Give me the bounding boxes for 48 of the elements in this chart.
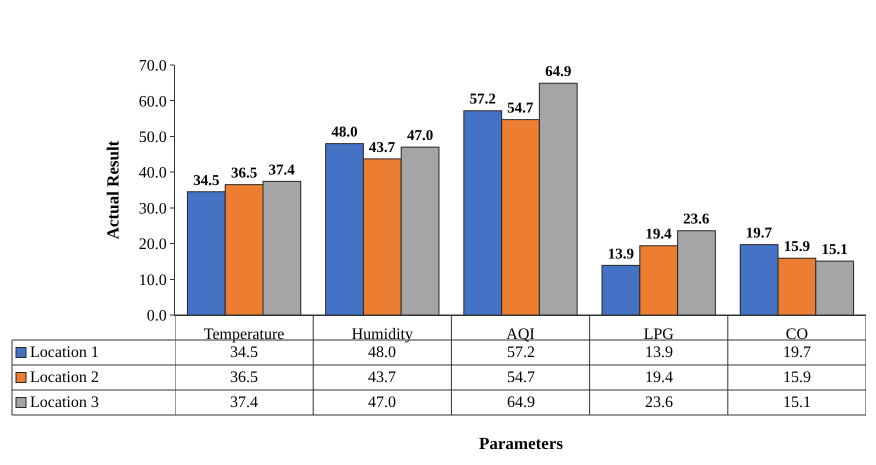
data-label: 13.9: [645, 344, 673, 361]
y-tick-label: 70.0: [138, 58, 167, 75]
text: 36.5: [230, 166, 258, 182]
x-tick-label: Humidity: [352, 326, 413, 344]
text: 57.2: [470, 92, 496, 108]
data-label: 23.6: [645, 394, 673, 411]
data-label: 48.0: [368, 344, 396, 361]
data-label: 47.0: [368, 394, 396, 411]
text: 48.0: [331, 124, 358, 141]
y-tick-label: 40.0: [138, 164, 167, 182]
data-label: 43.7: [368, 369, 396, 386]
x-tick-label: LPG: [644, 326, 674, 344]
y-tick-label: 0.0: [146, 308, 167, 325]
data-label: 19.4: [645, 369, 673, 386]
legend-label: Location 3: [30, 394, 99, 411]
data-label: 64.9: [507, 394, 535, 411]
text: Parameters: [479, 434, 564, 453]
text: 37.4: [268, 162, 295, 178]
text: 64.9: [545, 64, 572, 80]
text: 23.6: [683, 212, 710, 228]
y-tick-label: 20.0: [138, 236, 167, 254]
legend-label: Location 2: [30, 369, 99, 386]
text: 19.4: [645, 226, 672, 243]
legend-label: Location 1: [30, 344, 99, 361]
text: 13.9: [608, 246, 634, 262]
text: 43.7: [368, 140, 396, 156]
x-tick-label: Temperature: [204, 326, 284, 344]
data-label: 37.4: [230, 394, 258, 411]
text: 47.0: [406, 128, 434, 144]
y-tick-label: 30.0: [138, 200, 167, 218]
data-label: 15.1: [783, 394, 811, 411]
data-label: 36.5: [230, 369, 258, 386]
y-tick-label: 60.0: [138, 93, 167, 110]
text: 34.5: [193, 172, 220, 189]
x-tick-label: AQI: [506, 326, 535, 344]
data-label: 54.7: [507, 369, 535, 386]
text: 54.7: [507, 100, 534, 117]
text: 19.7: [746, 226, 772, 242]
data-label: 15.9: [783, 369, 811, 386]
data-label: 19.7: [783, 344, 811, 361]
text: 15.1: [822, 242, 848, 258]
data-label: 34.5: [230, 344, 258, 361]
y-tick-label: 10.0: [138, 272, 167, 289]
x-tick-label: CO: [786, 326, 808, 344]
data-label: 57.2: [507, 344, 535, 361]
y-axis-title: Actual Result: [103, 140, 122, 240]
y-tick-label: 50.0: [138, 129, 167, 146]
text: 15.9: [784, 239, 810, 256]
